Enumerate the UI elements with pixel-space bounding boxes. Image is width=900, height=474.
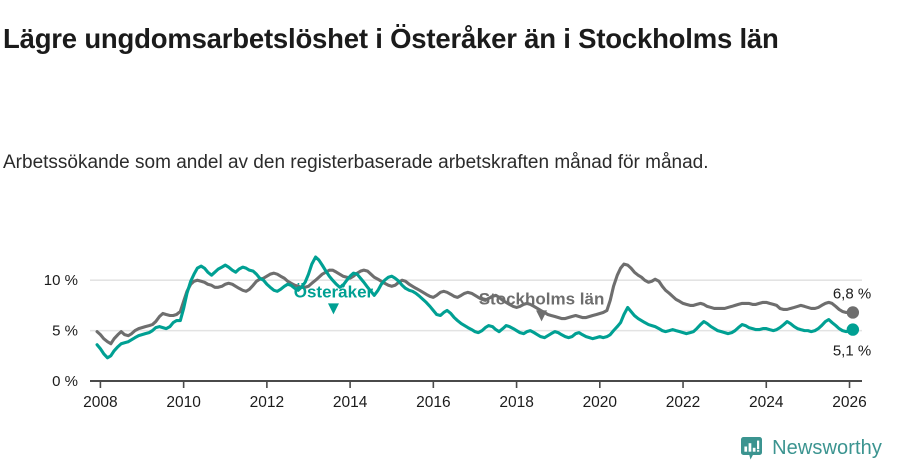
series-endpoint-marker <box>846 306 860 319</box>
series-line <box>95 255 855 360</box>
bar-chart-bubble-icon <box>739 436 764 461</box>
series-line <box>95 262 855 346</box>
gridlines-group <box>90 279 862 332</box>
series-annotations-group: Österåker Stockholms län <box>294 282 605 322</box>
page-title: Lägre ungdomsarbetslöshet i Österåker än… <box>3 23 779 55</box>
y-axis-tick-label: 5 % <box>52 323 78 340</box>
x-axis-tick-label: 2018 <box>499 394 533 411</box>
x-axis-tick-label: 2026 <box>832 394 866 411</box>
chart-svg: 0 %5 %10 % 2008 2010 2012 2014 2016 2018 2020 2… <box>44 255 871 411</box>
series-endpoint-marker <box>846 323 860 336</box>
x-axis-group <box>90 380 862 388</box>
page-subtitle: Arbetssökande som andel av den registerb… <box>3 152 709 173</box>
y-axis-tick-label: 10 % <box>44 272 78 289</box>
x-axis-tick-label: 2014 <box>333 394 368 411</box>
x-axis-tick-label: 2022 <box>666 394 700 411</box>
x-axis-tick-label: 2016 <box>416 394 450 411</box>
series-annotation-pointer-icon <box>327 303 339 315</box>
series-end-labels-group: 6,8 % 5,1 % <box>833 285 871 359</box>
y-axis-tick-label: 0 % <box>52 373 78 390</box>
series-lines-group <box>95 255 855 360</box>
series-end-value-label: 6,8 % <box>833 285 871 302</box>
series-annotation-pointer-icon <box>536 310 548 322</box>
newsworthy-logo[interactable]: Newsworthy <box>739 436 882 461</box>
x-axis-tick-label: 2020 <box>583 394 618 411</box>
y-axis-labels-group: 0 % 5 % 10 % <box>44 272 78 390</box>
series-endpoint-markers-group <box>846 306 860 336</box>
x-axis-tick-label: 2012 <box>250 394 284 411</box>
series-annotation-label: Österåker <box>294 282 374 301</box>
x-axis-tick-label: 2024 <box>749 394 784 411</box>
series-annotation-label: Stockholms län <box>479 289 605 308</box>
brand-name: Newsworthy <box>772 437 882 459</box>
x-axis-tick-label: 2010 <box>166 394 201 411</box>
x-axis-labels-group: 2008 2010 2012 2014 2016 2018 2020 2022 2024 2026 <box>83 394 867 411</box>
series-end-value-label: 5,1 % <box>833 343 871 360</box>
x-axis-tick-label: 2008 <box>83 394 117 411</box>
line-chart: 0 % 5 % 10 % 2008 2010 2012 2014 2016 2018 2020 2… <box>0 228 900 418</box>
